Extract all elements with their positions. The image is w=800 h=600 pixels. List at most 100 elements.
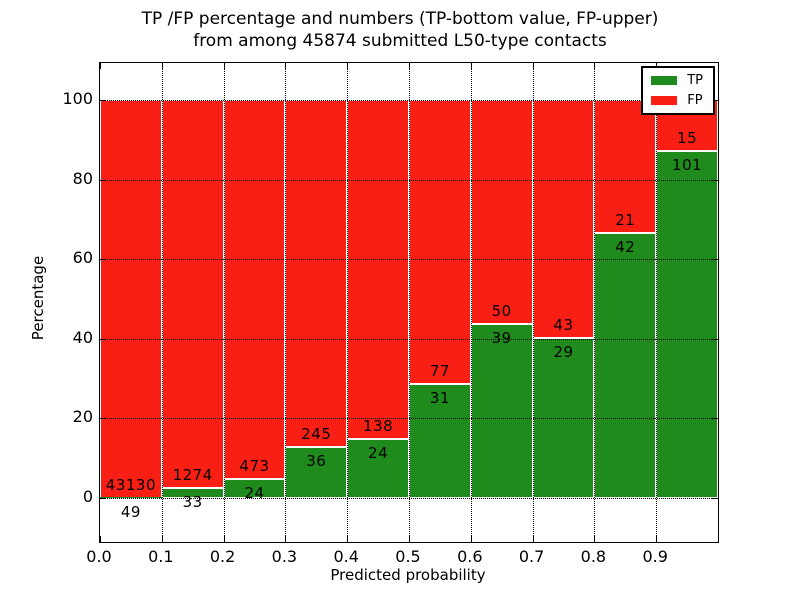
- tp-count-label: 24: [244, 483, 265, 502]
- y-tick-mark-right: [712, 418, 718, 420]
- bar-segment-fp: [161, 100, 224, 488]
- x-tick-mark: [532, 536, 534, 542]
- x-tick-label: 0.3: [271, 547, 298, 566]
- fp-count-label: 138: [363, 417, 394, 436]
- gridline-horizontal: [100, 418, 718, 420]
- x-axis-label: Predicted probability: [330, 566, 486, 584]
- bar-segment-tp: [100, 497, 162, 498]
- bar-segment-fp: [470, 100, 533, 324]
- legend-entry-fp: FP: [651, 94, 703, 107]
- gridline-horizontal: [100, 498, 718, 499]
- gridline-vertical: [470, 63, 472, 542]
- fp-count-label: 473: [239, 456, 270, 475]
- y-tick-mark-right: [712, 100, 718, 101]
- bar-segment-tp: [532, 337, 595, 498]
- gridline-vertical: [532, 63, 534, 542]
- tp-count-label: 101: [672, 156, 703, 175]
- x-tick-label: 0.6: [457, 547, 483, 566]
- tp-count-label: 42: [615, 237, 636, 256]
- tp-count-label: 29: [553, 342, 574, 361]
- tp-count-label: 24: [368, 444, 389, 463]
- tp-legend-label: TP: [687, 73, 703, 88]
- bar-segment-fp: [594, 100, 657, 233]
- fp-count-label: 1274: [172, 465, 213, 484]
- x-tick-mark: [161, 536, 163, 542]
- y-axis-label: Percentage: [29, 255, 47, 341]
- y-tick-label: 80: [72, 168, 93, 188]
- x-tick-mark-top: [161, 63, 163, 69]
- gridline-vertical: [656, 63, 658, 542]
- y-tick-mark: [100, 418, 106, 420]
- x-tick-mark: [718, 536, 719, 542]
- y-tick-mark: [100, 259, 106, 261]
- x-tick-mark-top: [223, 63, 225, 69]
- gridline-vertical: [161, 63, 163, 542]
- fp-count-label: 43130: [105, 475, 156, 494]
- x-tick-label: 0.4: [333, 547, 359, 566]
- x-tick-mark: [100, 536, 101, 542]
- tp-count-label: 33: [182, 492, 203, 511]
- y-tick-label: 60: [72, 248, 93, 268]
- gridline-horizontal: [100, 259, 718, 261]
- x-tick-mark-top: [532, 63, 534, 69]
- x-tick-mark-top: [285, 63, 287, 69]
- x-tick-label: 0.2: [209, 547, 236, 566]
- y-tick-mark: [100, 179, 106, 181]
- gridline-vertical: [223, 63, 225, 542]
- fp-count-label: 77: [429, 361, 450, 380]
- tp-legend-swatch: [651, 76, 678, 85]
- bar-segment-fp: [409, 100, 471, 384]
- gridline-horizontal: [100, 179, 718, 181]
- x-tick-label: 0.9: [642, 547, 668, 566]
- chart-title-line1: TP /FP percentage and numbers (TP-bottom…: [141, 9, 659, 29]
- x-tick-mark-top: [470, 63, 472, 69]
- x-tick-mark-top: [347, 63, 349, 69]
- chart-title: TP /FP percentage and numbers (TP-bottom…: [0, 8, 800, 52]
- tp-count-label: 49: [120, 502, 141, 521]
- plot-area: TP FP 43130 49 1274 33 473 24 245 36 138 24 77 31 50…: [99, 62, 719, 543]
- fp-count-label: 15: [677, 129, 698, 148]
- bar-segment-fp: [347, 100, 409, 440]
- gridline-vertical: [594, 63, 596, 542]
- x-tick-mark-top: [594, 63, 596, 69]
- x-tick-mark: [223, 536, 225, 542]
- y-tick-mark: [100, 100, 106, 101]
- gridline-vertical: [409, 63, 410, 542]
- x-tick-mark-top: [718, 63, 719, 69]
- y-tick-label: 100: [62, 89, 93, 108]
- gridline-vertical: [347, 63, 349, 542]
- tp-count-label: 31: [429, 388, 450, 407]
- tp-count-label: 36: [306, 452, 327, 470]
- gridline-vertical: [285, 63, 287, 542]
- bar-segment-tp: [285, 447, 348, 498]
- x-tick-label: 0.7: [518, 547, 545, 566]
- x-tick-mark: [347, 536, 349, 542]
- y-tick-mark: [100, 338, 106, 340]
- bar-segment-fp: [100, 100, 162, 498]
- x-tick-mark: [656, 536, 658, 542]
- bar-segment-tp: [470, 323, 533, 498]
- x-tick-label: 0.8: [580, 547, 607, 566]
- x-tick-label: 0.5: [395, 547, 421, 566]
- bar-segment-tp: [656, 151, 718, 498]
- bar-segment-fp: [285, 100, 348, 447]
- gridline-horizontal: [100, 338, 718, 340]
- y-tick-mark-right: [712, 498, 718, 499]
- y-tick-mark: [100, 498, 106, 499]
- x-tick-label: 0.1: [148, 547, 174, 566]
- x-tick-mark: [285, 536, 287, 542]
- x-tick-label: 0.0: [86, 547, 112, 566]
- legend-entry-tp: TP: [651, 74, 703, 87]
- y-tick-mark-right: [712, 338, 718, 340]
- bar-segment-fp: [532, 100, 595, 338]
- bar-segment-tp: [409, 383, 471, 498]
- fp-count-label: 50: [491, 301, 512, 320]
- fp-count-label: 43: [553, 315, 574, 334]
- fp-count-label: 21: [615, 210, 636, 229]
- fp-legend-label: FP: [687, 93, 703, 108]
- y-tick-label: 20: [72, 407, 93, 427]
- y-tick-label: 0: [82, 487, 93, 506]
- tp-count-label: 39: [491, 328, 512, 347]
- legend: TP FP: [641, 66, 715, 115]
